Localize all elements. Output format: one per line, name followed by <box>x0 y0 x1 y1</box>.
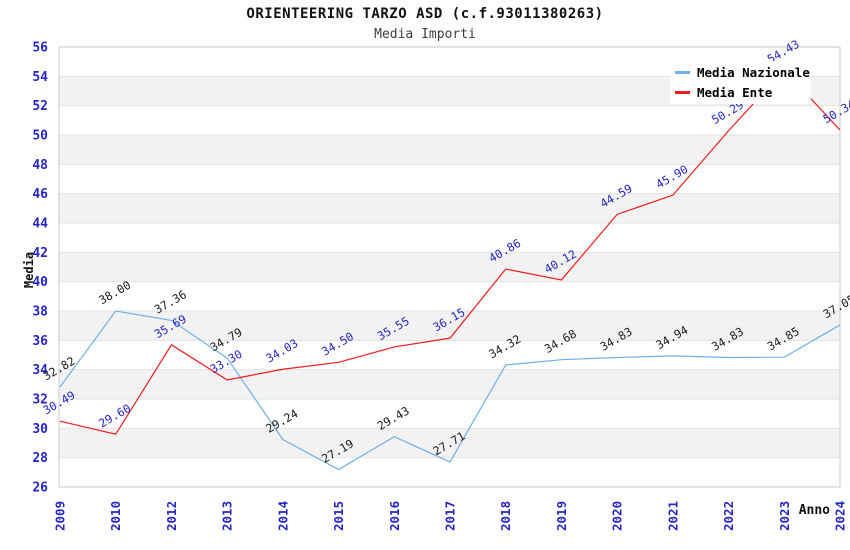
y-tick-label: 54 <box>32 70 48 85</box>
y-tick-label: 36 <box>32 334 48 349</box>
x-tick-label: 2022 <box>721 501 736 531</box>
legend-item-media-ente: Media Ente <box>675 85 811 100</box>
grid-band <box>59 428 840 458</box>
x-tick-label: 2010 <box>108 501 123 531</box>
y-tick-label: 38 <box>32 305 48 320</box>
x-tick-label: 2024 <box>833 501 848 531</box>
y-tick-label: 30 <box>32 422 48 437</box>
chart-title: ORIENTEERING TARZO ASD (c.f.93011380263) <box>246 6 604 22</box>
x-tick-label: 2018 <box>498 501 513 531</box>
grid-band <box>59 369 840 399</box>
grid-band <box>59 193 840 223</box>
y-tick-label: 28 <box>32 451 48 466</box>
legend-item-media-nazionale: Media Nazionale <box>675 65 811 80</box>
y-tick-label: 46 <box>32 187 48 202</box>
legend-label-ente: Media Ente <box>697 84 773 100</box>
legend: Media Nazionale Media Ente <box>670 61 811 104</box>
x-tick-label: 2019 <box>554 501 569 531</box>
plot-border <box>58 46 841 488</box>
y-axis-title: Media <box>22 251 36 289</box>
x-tick-label: 2012 <box>164 501 179 531</box>
legend-swatch-ente-icon <box>675 90 690 94</box>
x-tick-label: 2023 <box>777 501 792 531</box>
point-value-label: 29.60 <box>96 401 133 430</box>
series-line-media-nazionale <box>59 310 841 471</box>
y-tick-label: 48 <box>32 158 48 173</box>
series-line-media-ente <box>59 69 841 435</box>
y-tick-label: 56 <box>32 41 48 56</box>
y-tick-label: 52 <box>32 99 48 114</box>
x-tick-label: 2020 <box>610 501 625 531</box>
grid-band <box>59 311 840 341</box>
legend-label-nazionale: Media Nazionale <box>697 65 810 81</box>
y-tick-label: 44 <box>32 217 48 232</box>
x-tick-label: 2021 <box>665 501 680 531</box>
y-tick-label: 34 <box>32 363 48 378</box>
point-value-label: 45.90 <box>653 162 690 191</box>
x-tick-label: 2013 <box>220 501 235 531</box>
y-tick-label: 42 <box>32 246 48 261</box>
grid-band <box>59 135 840 165</box>
y-tick-label: 26 <box>32 481 48 496</box>
point-value-label: 38.00 <box>96 278 133 307</box>
x-tick-label: 2009 <box>53 501 68 531</box>
x-tick-label: 2017 <box>443 501 458 531</box>
x-tick-label: 2016 <box>387 501 402 531</box>
y-tick-label: 40 <box>32 275 48 290</box>
x-axis-title: Anno <box>798 503 830 518</box>
y-tick-label: 50 <box>32 129 48 144</box>
x-tick-label: 2014 <box>275 501 290 531</box>
grid-band <box>59 252 840 282</box>
chart-subtitle: Media Importi <box>374 27 476 42</box>
x-tick-label: 2015 <box>331 501 346 531</box>
legend-swatch-nazionale-icon <box>675 71 690 75</box>
y-tick-label: 32 <box>32 393 48 408</box>
